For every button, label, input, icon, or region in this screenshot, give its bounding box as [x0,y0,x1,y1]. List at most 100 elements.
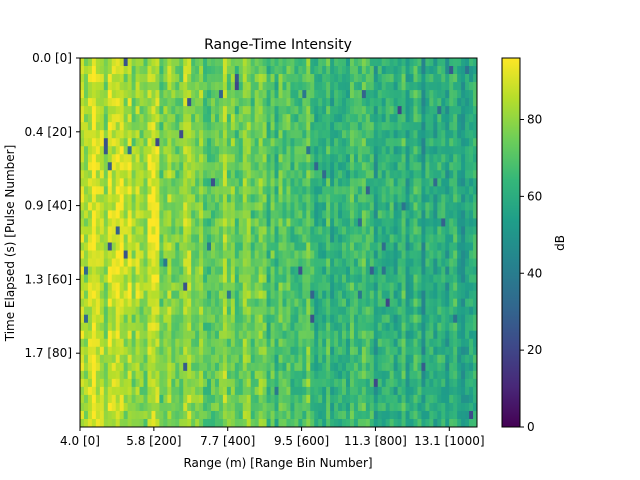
heatmap-cell [195,114,200,123]
heatmap-cell [294,394,299,404]
heatmap-cell [322,74,327,83]
heatmap-cell [469,106,474,115]
heatmap-cell [87,122,93,131]
heatmap-cell [345,370,351,380]
heatmap-cell [107,210,113,219]
heatmap-cell [87,154,93,163]
heatmap-cell [266,58,271,67]
heatmap-cell [103,186,109,195]
heatmap-cell [131,290,136,300]
heatmap-cell [369,386,375,396]
heatmap-cell [191,370,196,380]
heatmap-cell [361,98,367,107]
heatmap-cell [119,226,125,235]
heatmap-cell [151,418,156,428]
heatmap-cell [246,114,252,123]
heatmap-cell [338,170,343,179]
heatmap-cell [361,146,367,155]
heatmap-cell [214,378,220,388]
heatmap-cell [429,58,434,67]
heatmap-cell [262,66,267,75]
heatmap-cell [437,146,442,155]
heatmap-cell [342,410,347,420]
heatmap-cell [143,146,148,155]
heatmap-cell [143,330,148,340]
heatmap-cell [274,210,279,219]
heatmap-cell [306,74,311,83]
heatmap-cell [393,138,398,147]
heatmap-cell [473,106,478,115]
heatmap-cell [437,266,442,275]
heatmap-cell [135,194,140,203]
heatmap-cell [119,394,125,404]
heatmap-cell [127,226,133,235]
heatmap-cell [441,162,446,171]
heatmap-cell [413,410,418,420]
heatmap-cell [103,66,109,75]
heatmap-cell [139,186,144,195]
heatmap-cell [437,170,442,179]
heatmap-cell [397,386,402,396]
heatmap-cell [254,194,260,203]
heatmap-cell [469,298,474,308]
heatmap-cell [183,186,188,195]
heatmap-cell [258,98,264,107]
heatmap-cell [349,210,355,219]
heatmap-cell [171,106,176,115]
heatmap-cell [127,106,133,115]
heatmap-cell [338,66,343,75]
heatmap-cell [381,410,387,420]
heatmap-cell [83,106,89,115]
heatmap-cell [381,194,387,203]
heatmap-cell [413,106,418,115]
heatmap-cell [230,202,236,211]
heatmap-cell [449,130,454,139]
heatmap-cell [465,370,470,380]
heatmap-cell [83,154,89,163]
heatmap-cell [429,346,434,356]
heatmap-cell [401,122,406,131]
heatmap-cell [413,402,418,412]
heatmap-cell [310,314,315,324]
heatmap-cell [218,146,224,155]
heatmap-cell [405,170,410,179]
heatmap-cell [199,418,204,428]
heatmap-cell [87,258,93,267]
heatmap-cell [230,338,236,348]
heatmap-cell [183,362,188,372]
heatmap-cell [310,346,315,356]
heatmap-cell [353,354,359,364]
heatmap-cell [123,98,129,107]
heatmap-cell [179,58,184,67]
heatmap-cell [349,386,355,396]
heatmap-cell [175,218,180,227]
heatmap-cell [377,82,383,91]
heatmap-cell [143,274,148,284]
heatmap-cell [385,354,391,364]
heatmap-cell [135,82,140,91]
heatmap-cell [262,82,267,91]
heatmap-cell [425,362,430,372]
heatmap-cell [429,274,434,284]
heatmap-cell [381,330,387,340]
heatmap-cell [449,82,454,91]
heatmap-cell [453,66,458,75]
heatmap-cell [207,146,212,155]
heatmap-cell [365,282,371,292]
heatmap-cell [397,178,402,187]
heatmap-cell [230,170,236,179]
heatmap-cell [469,90,474,99]
heatmap-cell [258,274,264,284]
heatmap-cell [342,378,347,388]
heatmap-cell [250,362,256,372]
heatmap-cell [397,314,402,324]
heatmap-cell [242,378,248,388]
heatmap-cell [365,146,371,155]
heatmap-cell [441,170,446,179]
heatmap-cell [151,170,156,179]
heatmap-cell [349,362,355,372]
heatmap-cell [409,314,414,324]
heatmap-cell [195,90,200,99]
heatmap-cell [349,146,355,155]
heatmap-cell [286,234,291,243]
